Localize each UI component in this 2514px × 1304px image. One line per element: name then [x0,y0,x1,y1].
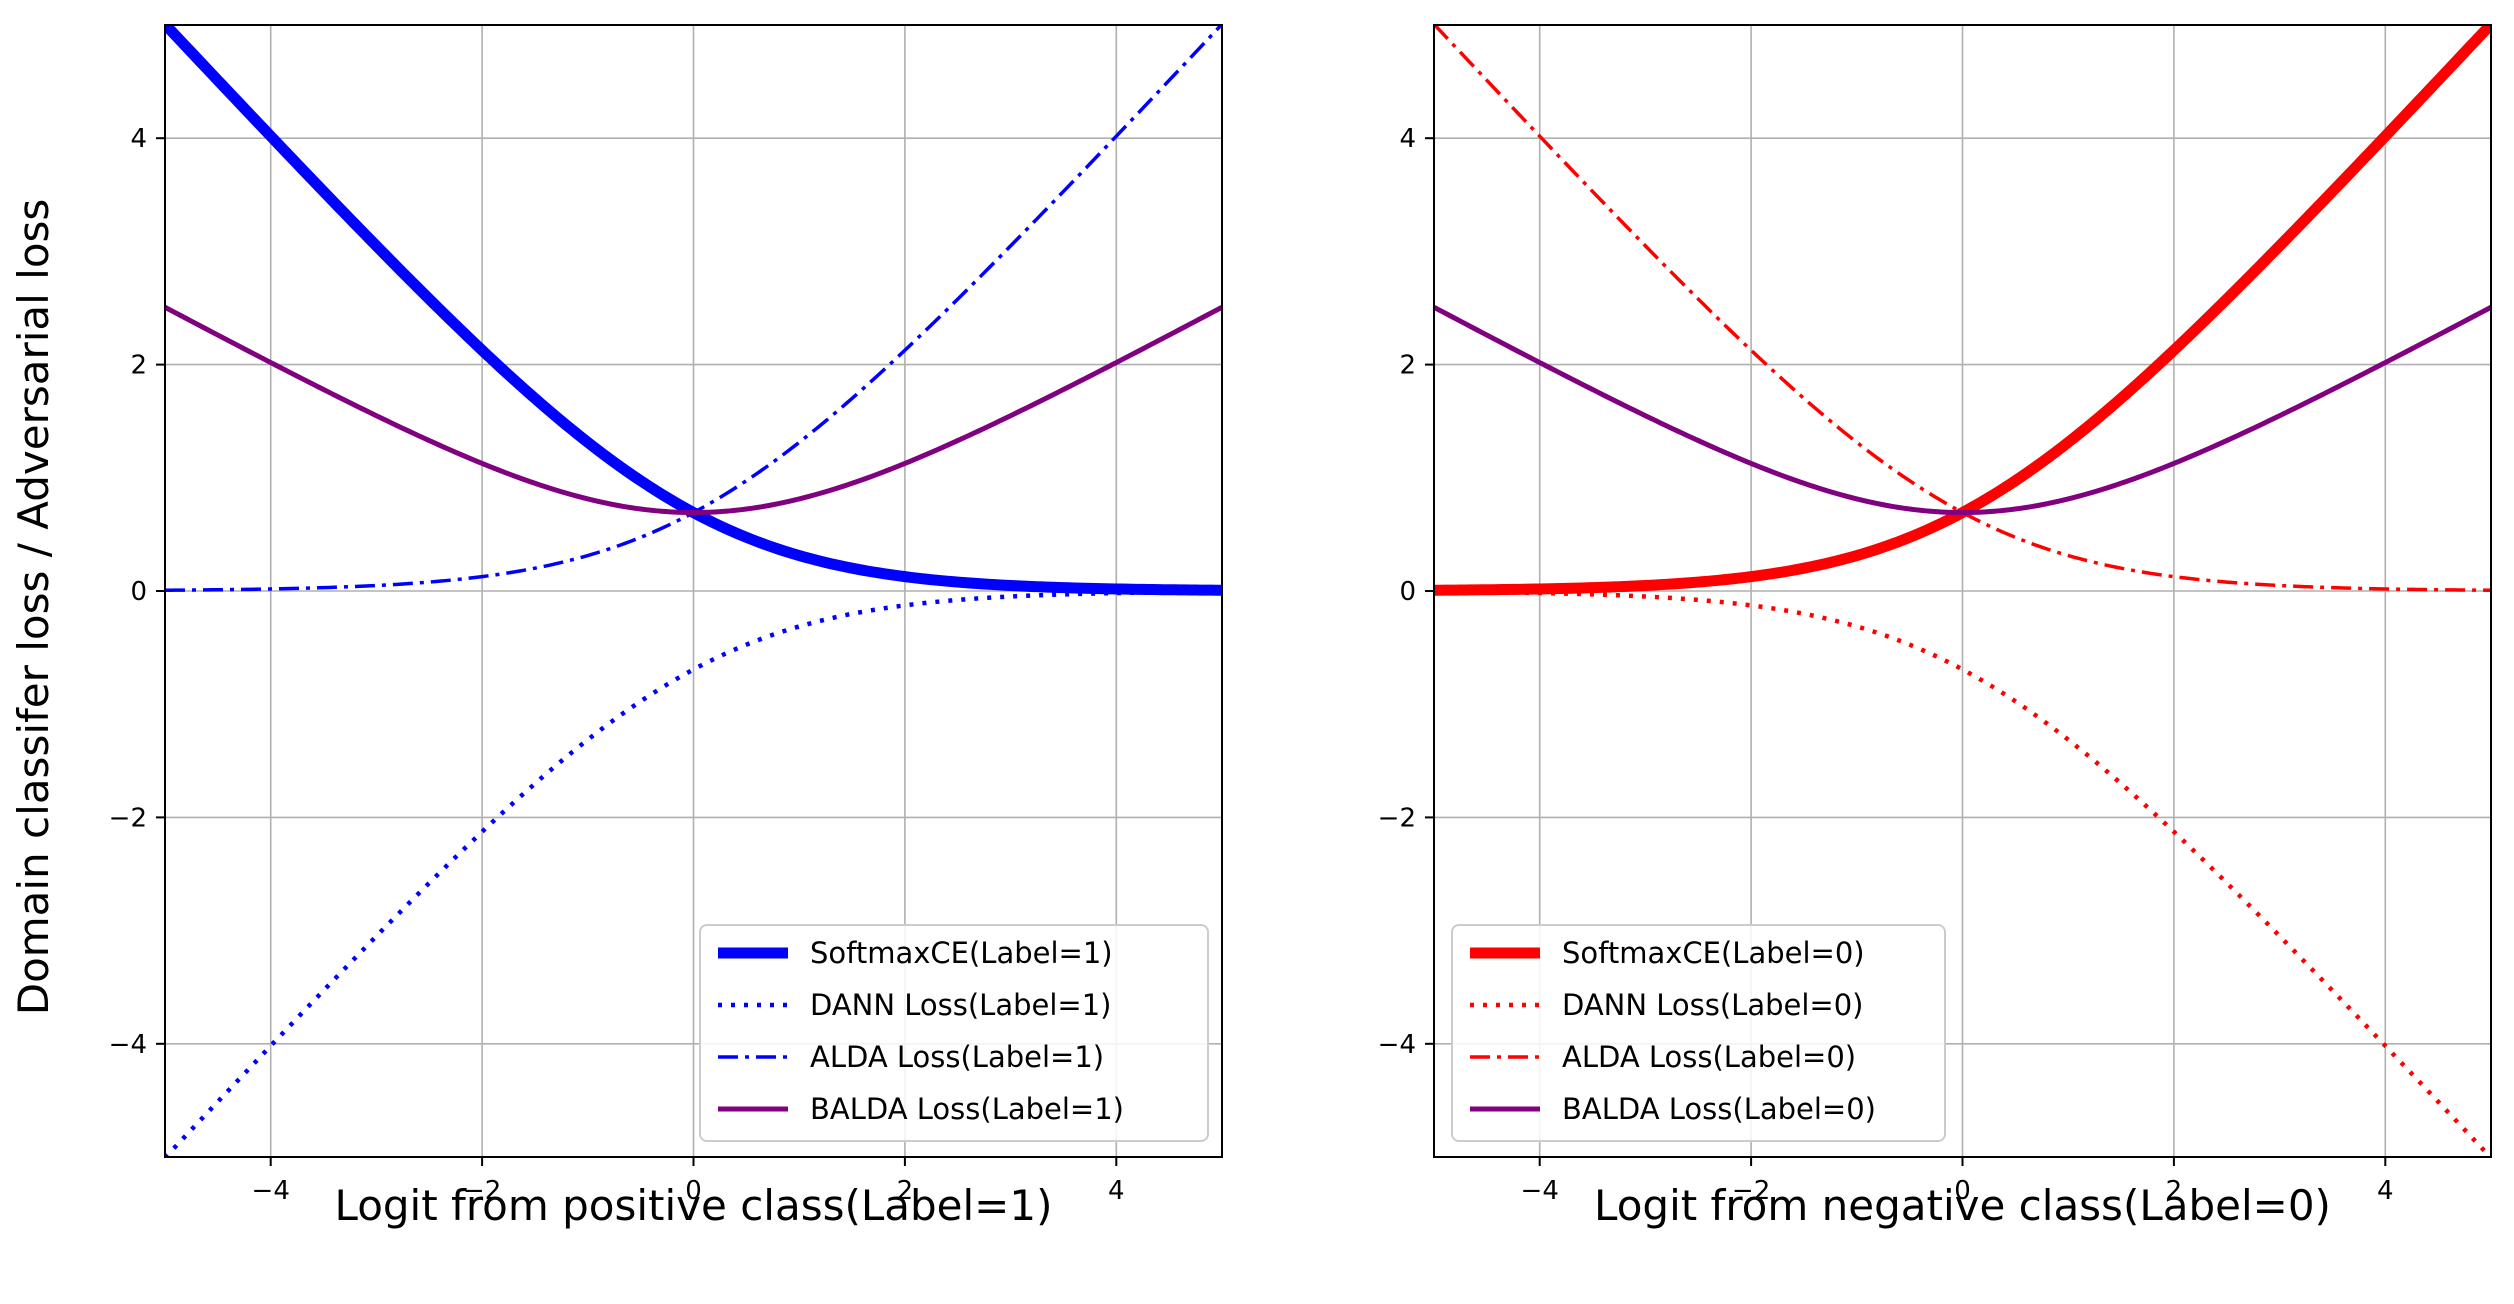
y-tick-label: −4 [1378,1030,1416,1060]
x-axis-label: Logit from positive class(Label=1) [335,1181,1053,1230]
x-tick-label: 2 [897,1176,914,1206]
y-tick-label: 2 [130,351,147,381]
x-tick-label: −4 [1521,1176,1559,1206]
y-axis-label: Domain classifer loss / Adversarial loss [9,199,58,1016]
series-line [1434,305,2491,516]
x-tick-label: 4 [2377,1176,2394,1206]
x-tick-label: −2 [463,1176,501,1206]
x-axis-label: Logit from negative class(Label=0) [1594,1181,2331,1230]
legend: SoftmaxCE(Label=0) DANN Loss(Label=0) ALDA… [1451,924,1946,1142]
legend-entry-label: DANN Loss(Label=1) [810,988,1111,1022]
series-line [165,305,1222,516]
legend-box [699,924,1209,1142]
chart-panel-positive-class: −4 −2 0 2 4 −4 −2 0 2 4 Logit from positive class(… [109,24,1223,1230]
legend-entry-label: ALDA Loss(Label=0) [1562,1040,1856,1074]
legend-entry-label: DANN Loss(Label=0) [1562,988,1863,1022]
legend-entry-label: BALDA Loss(Label=0) [1562,1092,1876,1126]
legend: SoftmaxCE(Label=1) DANN Loss(Label=1) ALDA… [699,924,1209,1142]
legend-entry-label: BALDA Loss(Label=1) [810,1092,1124,1126]
x-tick-label: 0 [685,1176,702,1206]
y-tick-label: 0 [1399,577,1416,607]
x-tick-label: −4 [252,1176,290,1206]
x-tick-label: −2 [1732,1176,1770,1206]
y-tick-label: 0 [130,577,147,607]
legend-box [1451,924,1946,1142]
x-tick-label: 4 [1108,1176,1125,1206]
y-tick-label: 4 [130,124,147,154]
y-tick-label: 2 [1399,351,1416,381]
legend-entry-label: SoftmaxCE(Label=1) [810,936,1113,970]
chart-panel-negative-class: −4 −2 0 2 4 −4 −2 0 2 4 Logit from negative class(… [1378,24,2492,1230]
y-tick-label: −4 [109,1030,147,1060]
x-tick-label: 2 [2166,1176,2183,1206]
legend-entry-label: SoftmaxCE(Label=0) [1562,936,1865,970]
legend-entry-label: ALDA Loss(Label=1) [810,1040,1104,1074]
x-tick-label: 0 [1954,1176,1971,1206]
y-tick-label: −2 [109,803,147,833]
y-tick-label: −2 [1378,803,1416,833]
y-tick-label: 4 [1399,124,1416,154]
